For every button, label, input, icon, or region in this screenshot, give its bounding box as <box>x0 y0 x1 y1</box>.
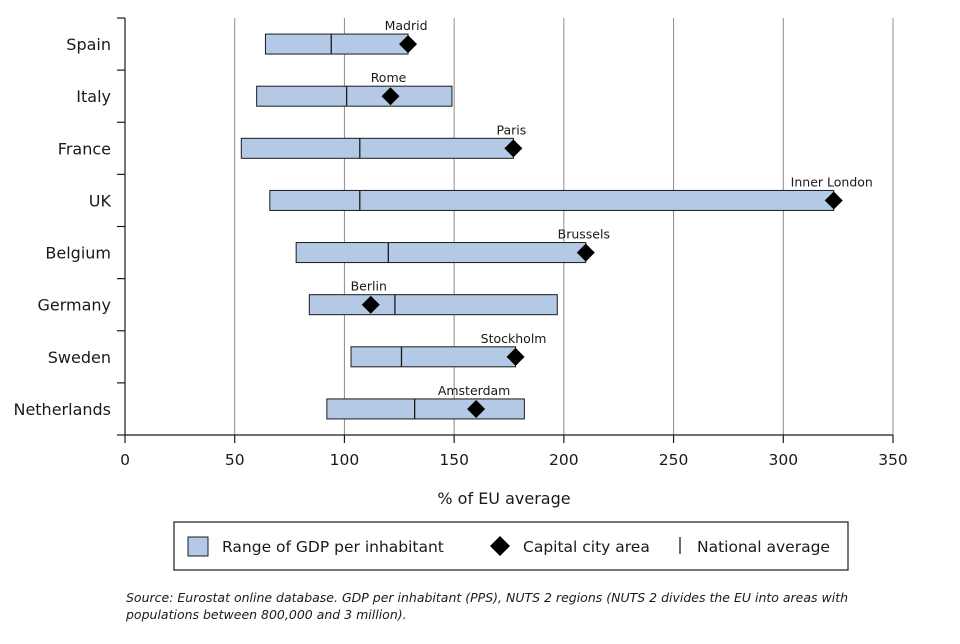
category-label: Germany <box>37 296 111 315</box>
x-tick-label: 200 <box>549 451 579 469</box>
range-bar <box>240 137 514 159</box>
legend-average-label: National average <box>697 538 830 556</box>
capital-label: Rome <box>371 70 407 85</box>
range-bar <box>264 33 409 55</box>
capital-label: Brussels <box>558 227 610 242</box>
x-axis-title: % of EU average <box>437 489 570 508</box>
legend: Range of GDP per inhabitant Capital city … <box>173 521 849 571</box>
source-note: Source: Eurostat online database. GDP pe… <box>126 590 849 622</box>
range-bar <box>295 242 587 264</box>
capital-marker <box>506 347 525 366</box>
capital-label: Amsterdam <box>438 383 511 398</box>
capital-marker <box>824 191 843 210</box>
range-bar <box>326 398 525 420</box>
capital-marker <box>361 295 380 314</box>
legend-range-label: Range of GDP per inhabitant <box>222 538 444 556</box>
x-tick-label: 350 <box>878 451 908 469</box>
capital-marker <box>467 399 486 418</box>
capital-label: Madrid <box>385 18 428 33</box>
category-label: France <box>58 139 111 158</box>
category-label: Belgium <box>45 244 111 263</box>
capital-labels: Madrid Rome Paris Inner London Brussels Berli… <box>351 18 873 398</box>
range-bar <box>308 294 558 316</box>
capital-marker <box>504 139 523 158</box>
axes: 0 50 100 150 200 250 300 350 % of EU average Spai… <box>13 17 908 508</box>
x-tick-label: 50 <box>225 451 245 469</box>
x-tick-label: 0 <box>120 451 130 469</box>
range-bar <box>350 346 517 368</box>
range-bar <box>269 189 835 211</box>
category-label: Spain <box>66 35 111 54</box>
legend-capital-label: Capital city area <box>523 538 650 556</box>
capital-label: Paris <box>497 122 527 137</box>
category-label: Italy <box>76 87 111 106</box>
legend-box <box>173 521 849 571</box>
x-tick-label: 150 <box>439 451 469 469</box>
legend-range-swatch <box>187 536 209 557</box>
capital-marker <box>576 243 595 262</box>
x-tick-label: 300 <box>768 451 798 469</box>
range-bars <box>240 33 843 420</box>
category-label: UK <box>89 191 112 210</box>
capital-label: Berlin <box>351 279 387 294</box>
x-tick-label: 100 <box>330 451 360 469</box>
capital-label: Inner London <box>791 174 873 189</box>
capital-marker <box>399 35 418 54</box>
x-tick-label: 250 <box>659 451 689 469</box>
range-bar <box>256 85 453 107</box>
capital-marker <box>381 87 400 106</box>
category-label: Netherlands <box>13 400 111 419</box>
capital-label: Stockholm <box>481 331 547 346</box>
category-label: Sweden <box>48 348 111 367</box>
legend-capital-marker <box>490 536 510 556</box>
